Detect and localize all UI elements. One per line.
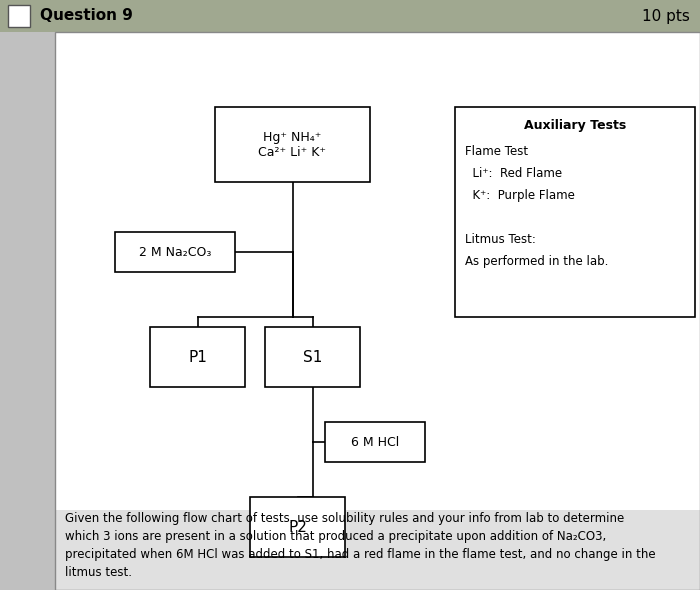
Polygon shape <box>55 32 700 510</box>
Text: Auxiliary Tests: Auxiliary Tests <box>524 119 626 132</box>
Polygon shape <box>8 5 30 27</box>
Text: K⁺:  Purple Flame: K⁺: Purple Flame <box>465 189 575 202</box>
Text: S1: S1 <box>303 349 322 365</box>
Polygon shape <box>265 327 360 387</box>
Text: Li⁺:  Red Flame: Li⁺: Red Flame <box>465 167 562 180</box>
Text: Question 9: Question 9 <box>40 8 133 24</box>
Text: Given the following flow chart of tests, use solubility rules and your info from: Given the following flow chart of tests,… <box>65 512 656 579</box>
Text: 2 M Na₂CO₃: 2 M Na₂CO₃ <box>139 245 211 258</box>
Polygon shape <box>115 232 235 272</box>
Text: P2: P2 <box>288 520 307 535</box>
Polygon shape <box>150 327 245 387</box>
Text: Flame Test: Flame Test <box>465 145 528 158</box>
Text: 10 pts: 10 pts <box>642 8 690 24</box>
Polygon shape <box>215 107 370 182</box>
Polygon shape <box>55 510 700 590</box>
Polygon shape <box>455 107 695 317</box>
Text: Litmus Test:: Litmus Test: <box>465 233 536 246</box>
Text: Hg⁺ NH₄⁺
Ca²⁺ Li⁺ K⁺: Hg⁺ NH₄⁺ Ca²⁺ Li⁺ K⁺ <box>258 130 326 159</box>
Text: As performed in the lab.: As performed in the lab. <box>465 255 608 268</box>
Text: P1: P1 <box>188 349 207 365</box>
Text: 6 M HCl: 6 M HCl <box>351 435 399 448</box>
Polygon shape <box>0 32 55 590</box>
Polygon shape <box>0 0 700 32</box>
Polygon shape <box>250 497 345 557</box>
Polygon shape <box>325 422 425 462</box>
